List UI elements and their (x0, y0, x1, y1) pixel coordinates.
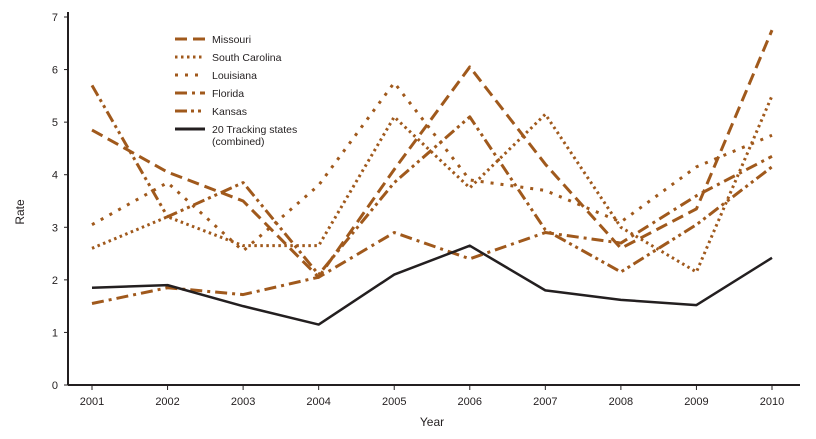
y-tick-label: 2 (52, 275, 58, 287)
x-tick-label: 2002 (155, 396, 179, 408)
y-tick-label: 0 (52, 380, 58, 392)
x-tick-label: 2004 (306, 396, 330, 408)
y-tick-label: 3 (52, 222, 58, 234)
legend-label: 20 Tracking states (212, 124, 297, 136)
x-tick-label: 2009 (684, 396, 708, 408)
legend-label: (combined) (212, 136, 265, 148)
x-tick-label: 2010 (760, 396, 784, 408)
x-tick-label: 2005 (382, 396, 406, 408)
y-tick-label: 4 (52, 170, 58, 182)
x-tick-label: 2008 (609, 396, 633, 408)
legend-label: South Carolina (212, 52, 282, 64)
series-lines (92, 30, 772, 325)
legend-label: Kansas (212, 106, 247, 118)
legend-label: Florida (212, 88, 244, 100)
x-tick-label: 2001 (80, 396, 104, 408)
legend: Missouri South Carolina Louisiana Florida Ka… (175, 34, 297, 148)
y-tick-label: 1 (52, 327, 58, 339)
y-tick-label: 7 (52, 12, 58, 24)
legend-label: Louisiana (212, 70, 257, 82)
legend-label: Missouri (212, 34, 251, 46)
y-tick-label: 5 (52, 117, 58, 129)
series-line-20-tracking-states-combined (92, 246, 772, 325)
x-axis-label: Year (420, 415, 444, 429)
x-tick-label: 2003 (231, 396, 255, 408)
x-tick-label: 2007 (533, 396, 557, 408)
y-axis-label: Rate (13, 199, 27, 225)
y-tick-label: 6 (52, 65, 58, 77)
series-line-florida (92, 156, 772, 303)
x-tick-label: 2006 (458, 396, 482, 408)
